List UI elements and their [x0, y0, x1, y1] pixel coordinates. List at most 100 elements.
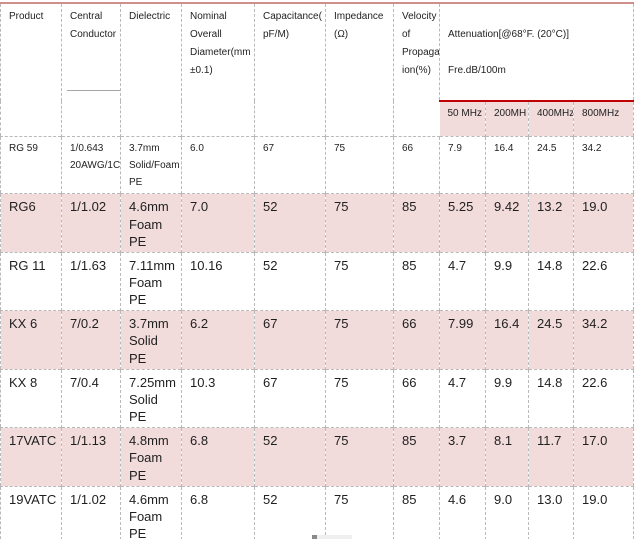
cell-diameter: 6.8 — [181, 427, 255, 487]
cell-atten-800mhz: 34.2 — [573, 310, 634, 370]
cell-product: 19VATC — [0, 485, 62, 539]
cell-product: KX 6 — [0, 310, 62, 370]
cell-impedance: 75 — [325, 193, 394, 253]
cell-product: KX 8 — [0, 368, 62, 428]
cell-central-conductor: 1/1.63 — [61, 251, 121, 311]
cell-velocity: 66 — [393, 135, 440, 194]
cell-capacitance: 52 — [254, 251, 326, 311]
header-row: Product Central Conductor Dielectric Nom… — [1, 3, 634, 137]
attenuation-title: Attenuation[@68°F. (20°C)] — [448, 29, 569, 40]
cell-diameter: 10.3 — [181, 368, 255, 428]
cell-atten-50mhz: 7.9 — [439, 135, 486, 194]
table-body: RG 59 1/0.643 20AWG/1C 3.7mm Solid/Foam PE… — [0, 135, 634, 539]
cell-diameter: 7.0 — [181, 193, 255, 253]
cell-atten-200mh: 8.1 — [485, 427, 529, 487]
cell-capacitance: 52 — [254, 485, 326, 539]
cell-velocity: 85 — [393, 193, 440, 253]
cell-impedance: 75 — [325, 427, 394, 487]
table-row: RG 11 1/1.63 7.11mm Foam PE 10.16 52 75 85 4.7 9… — [0, 251, 634, 311]
cell-atten-400mhz: 13.0 — [528, 485, 574, 539]
cell-atten-400mhz: 24.5 — [528, 310, 574, 370]
cell-atten-200mh: 9.0 — [485, 485, 529, 539]
table-row: 17VATC 1/1.13 4.8mm Foam PE 6.8 52 75 85 3.7 8.1… — [0, 427, 634, 487]
table-row: KX 6 7/0.2 3.7mm Solid PE 6.2 67 75 66 7.99 16.4… — [0, 310, 634, 370]
header-freq-200mh: 200MH — [485, 100, 529, 137]
cell-central-conductor: 1/1.02 — [61, 193, 121, 253]
header-velocity: Velocity of Propagat ion(%) — [393, 3, 440, 137]
cell-product: RG 11 — [0, 251, 62, 311]
cell-atten-50mhz: 4.6 — [439, 485, 486, 539]
cell-dielectric: 7.11mm Foam PE — [120, 251, 182, 311]
header-central-conductor: Central Conductor — [61, 3, 121, 137]
table-row: KX 8 7/0.4 7.25mm Solid PE 10.3 67 75 66 4.7 9.9… — [0, 368, 634, 428]
cell-atten-800mhz: 19.0 — [573, 485, 634, 539]
cell-atten-800mhz: 34.2 — [573, 135, 634, 194]
header-central-conductor-label: Central Conductor — [70, 11, 117, 40]
cell-capacitance: 52 — [254, 193, 326, 253]
cell-atten-200mh: 16.4 — [485, 310, 529, 370]
cell-product: RG6 — [0, 193, 62, 253]
header-dielectric: Dielectric — [120, 3, 182, 137]
cell-central-conductor: 1/1.02 — [61, 485, 121, 539]
cell-atten-200mh: 9.9 — [485, 251, 529, 311]
cell-atten-400mhz: 14.8 — [528, 368, 574, 428]
cell-atten-800mhz: 22.6 — [573, 368, 634, 428]
scrollbar-thumb — [312, 535, 317, 539]
cell-velocity: 85 — [393, 485, 440, 539]
header-diameter: Nominal Overall Diameter(mm ±0.1) — [181, 3, 255, 137]
cell-diameter: 6.2 — [181, 310, 255, 370]
cell-diameter: 6.8 — [181, 485, 255, 539]
header-attenuation-group: Attenuation[@68°F. (20°C)] Fre.dB/100m — [439, 3, 634, 101]
cell-atten-200mh: 9.42 — [485, 193, 529, 253]
cell-dielectric: 3.7mm Solid/Foam PE — [120, 135, 182, 194]
cell-atten-400mhz: 14.8 — [528, 251, 574, 311]
cell-atten-400mhz: 24.5 — [528, 135, 574, 194]
header-impedance: Impedance (Ω) — [325, 3, 394, 137]
cell-impedance: 75 — [325, 251, 394, 311]
header-freq-50mhz: 50 MHz — [439, 100, 486, 137]
table-row: RG6 1/1.02 4.6mm Foam PE 7.0 52 75 85 5.25 9.42 1… — [0, 193, 634, 253]
cell-impedance: 75 — [325, 310, 394, 370]
cell-diameter: 10.16 — [181, 251, 255, 311]
cell-product: 17VATC — [0, 427, 62, 487]
cell-impedance: 75 — [325, 485, 394, 539]
scrollbar-fragment — [312, 535, 352, 539]
cell-atten-200mh: 16.4 — [485, 135, 529, 194]
cell-capacitance: 67 — [254, 310, 326, 370]
cell-atten-400mhz: 11.7 — [528, 427, 574, 487]
cell-atten-50mhz: 4.7 — [439, 368, 486, 428]
cell-velocity: 85 — [393, 427, 440, 487]
cell-dielectric: 7.25mm Solid PE — [120, 368, 182, 428]
cell-capacitance: 67 — [254, 135, 326, 194]
cell-central-conductor: 1/1.13 — [61, 427, 121, 487]
cell-product: RG 59 — [0, 135, 62, 194]
cell-central-conductor: 7/0.4 — [61, 368, 121, 428]
cell-atten-50mhz: 5.25 — [439, 193, 486, 253]
cell-dielectric: 3.7mm Solid PE — [120, 310, 182, 370]
cell-dielectric: 4.6mm Foam PE — [120, 485, 182, 539]
cell-atten-800mhz: 17.0 — [573, 427, 634, 487]
table-row: 19VATC 1/1.02 4.6mm Foam PE 6.8 52 75 85 4.6 9.0… — [0, 485, 634, 539]
cell-atten-200mh: 9.9 — [485, 368, 529, 428]
header-capacitance: Capacitance( pF/M) — [254, 3, 326, 137]
cell-atten-50mhz: 4.7 — [439, 251, 486, 311]
cell-capacitance: 67 — [254, 368, 326, 428]
cell-atten-50mhz: 7.99 — [439, 310, 486, 370]
cell-dielectric: 4.6mm Foam PE — [120, 193, 182, 253]
cell-central-conductor: 7/0.2 — [61, 310, 121, 370]
cell-atten-50mhz: 3.7 — [439, 427, 486, 487]
header-freq-400mhz: 400MHz — [528, 100, 574, 137]
cell-atten-400mhz: 13.2 — [528, 193, 574, 253]
cell-atten-800mhz: 19.0 — [573, 193, 634, 253]
header-freq-800mhz: 800MHz — [573, 100, 634, 137]
cell-impedance: 75 — [325, 135, 394, 194]
header-product: Product — [9, 11, 44, 22]
cell-velocity: 85 — [393, 251, 440, 311]
cell-dielectric: 4.8mm Foam PE — [120, 427, 182, 487]
frequency-subheader-row: 50 MHz 200MH 400MHz 800MHz — [1, 100, 634, 137]
attenuation-subtitle: Fre.dB/100m — [448, 65, 506, 76]
cell-diameter: 6.0 — [181, 135, 255, 194]
table-row: RG 59 1/0.643 20AWG/1C 3.7mm Solid/Foam PE… — [0, 135, 634, 194]
